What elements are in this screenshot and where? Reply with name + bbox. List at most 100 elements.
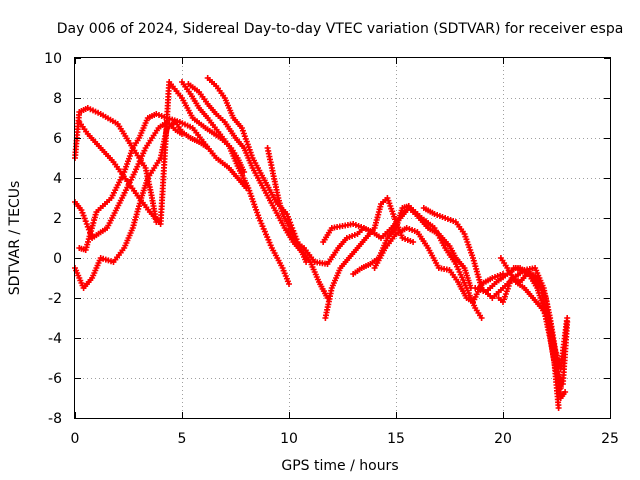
data-point xyxy=(303,259,310,265)
data-point xyxy=(256,215,262,221)
x-tick-label: 20 xyxy=(494,431,512,447)
data-point xyxy=(564,319,571,325)
data-point xyxy=(420,205,427,211)
data-point xyxy=(382,245,389,251)
y-tick-label: 4 xyxy=(53,171,62,187)
data-point xyxy=(110,159,117,165)
data-point xyxy=(512,279,519,285)
data-point xyxy=(504,265,511,271)
data-point xyxy=(131,169,138,175)
data-point xyxy=(482,289,489,295)
data-point xyxy=(328,285,335,291)
data-point xyxy=(241,145,248,151)
data-series xyxy=(72,75,571,411)
data-point xyxy=(446,243,453,249)
data-point xyxy=(215,129,222,135)
data-point xyxy=(371,225,378,231)
data-point xyxy=(540,305,547,311)
data-point xyxy=(463,295,470,301)
x-tick-label: 15 xyxy=(387,431,405,447)
data-point xyxy=(350,271,357,277)
data-point xyxy=(470,299,476,305)
data-point xyxy=(461,265,468,271)
data-point xyxy=(80,285,87,291)
data-point xyxy=(97,111,104,117)
data-point xyxy=(431,225,438,231)
data-point xyxy=(189,125,196,131)
data-point xyxy=(187,91,194,97)
data-point xyxy=(369,229,376,235)
data-point xyxy=(534,285,541,291)
data-point xyxy=(399,205,406,211)
data-point xyxy=(204,101,211,107)
series-arc18 xyxy=(510,265,571,387)
data-point xyxy=(221,95,228,101)
y-tick-label: -6 xyxy=(48,371,62,387)
data-point xyxy=(286,223,292,229)
data-point xyxy=(166,79,173,85)
data-point xyxy=(367,261,374,267)
x-axis-label: GPS time / hours xyxy=(281,458,398,474)
data-point xyxy=(179,95,185,101)
data-point xyxy=(414,229,421,235)
data-point xyxy=(555,405,562,411)
data-point xyxy=(249,155,256,161)
data-point xyxy=(226,143,233,149)
data-point xyxy=(354,231,361,237)
y-axis-label: SDTVAR / TECUs xyxy=(7,181,23,296)
data-point xyxy=(89,275,96,281)
data-point xyxy=(119,171,126,177)
data-point xyxy=(542,295,549,301)
data-point xyxy=(418,215,425,221)
data-point xyxy=(500,299,506,305)
axis-ticks: 0 5 10 15 20 25 -8 -6 -4 -2 0 2 4 6 8 10 xyxy=(44,51,619,447)
data-point xyxy=(84,105,91,111)
data-point xyxy=(521,285,528,291)
y-tick-label: 8 xyxy=(53,91,62,107)
series-arc17 xyxy=(497,255,571,371)
data-point xyxy=(196,89,203,95)
data-point xyxy=(532,265,539,271)
data-point xyxy=(279,265,286,271)
data-point xyxy=(202,125,209,131)
data-point xyxy=(354,245,361,251)
data-point xyxy=(301,245,307,251)
data-point xyxy=(497,255,504,261)
data-point xyxy=(378,201,384,207)
data-point xyxy=(463,285,470,291)
data-point xyxy=(157,155,164,161)
data-point xyxy=(279,211,286,217)
y-tick-label: -8 xyxy=(48,411,62,427)
data-point xyxy=(320,239,327,245)
data-point xyxy=(78,207,85,213)
data-point xyxy=(517,265,524,271)
series-arc12 xyxy=(350,203,485,321)
data-point xyxy=(322,315,329,321)
data-point xyxy=(553,371,560,377)
data-point xyxy=(230,115,237,121)
data-point xyxy=(478,315,485,321)
series-line xyxy=(187,82,329,300)
data-point xyxy=(82,247,89,253)
data-point xyxy=(213,111,220,117)
data-point xyxy=(196,105,203,111)
data-point xyxy=(345,255,352,261)
data-point xyxy=(136,135,143,141)
data-point xyxy=(245,185,252,191)
data-point xyxy=(213,83,220,89)
data-point xyxy=(97,255,104,261)
data-point xyxy=(104,225,111,231)
data-point xyxy=(271,205,277,211)
data-point xyxy=(204,75,211,81)
data-point xyxy=(557,395,564,401)
data-point xyxy=(393,231,399,237)
data-point xyxy=(358,265,365,271)
data-point xyxy=(378,235,384,241)
data-point xyxy=(350,221,357,227)
data-point xyxy=(264,145,271,151)
data-point xyxy=(493,279,500,285)
data-point xyxy=(547,335,554,341)
data-point xyxy=(384,195,391,201)
data-point xyxy=(371,265,378,271)
data-point xyxy=(114,121,121,127)
